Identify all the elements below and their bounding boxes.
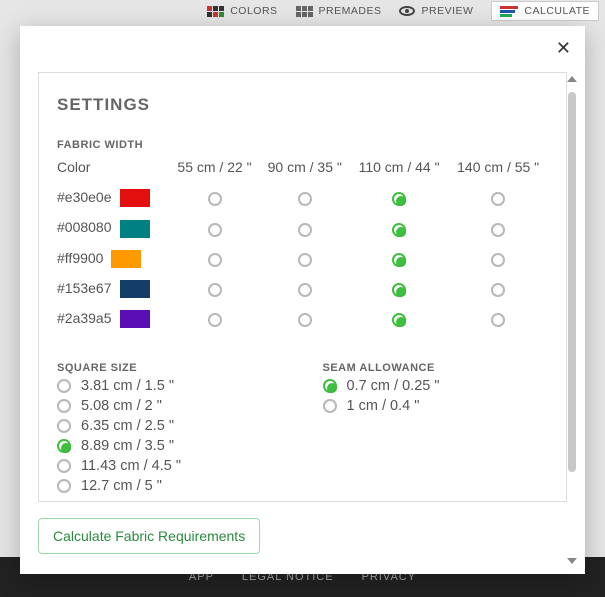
radio-icon bbox=[57, 379, 71, 393]
radio-icon bbox=[323, 379, 337, 393]
fabric-width-radio[interactable] bbox=[298, 253, 312, 267]
square-size-option[interactable]: 11.43 cm / 4.5 " bbox=[57, 458, 283, 474]
radio-icon bbox=[57, 399, 71, 413]
fabric-width-radio[interactable] bbox=[298, 192, 312, 206]
toolbar-colors-label: COLORS bbox=[230, 5, 277, 17]
fabric-width-radio[interactable] bbox=[208, 313, 222, 327]
fabric-width-radio[interactable] bbox=[392, 223, 406, 237]
settings-title: SETTINGS bbox=[57, 95, 548, 115]
square-size-option-label: 12.7 cm / 5 " bbox=[81, 478, 162, 494]
seam-allowance-option-label: 0.7 cm / 0.25 " bbox=[347, 378, 440, 394]
col-header-1: 90 cm / 35 " bbox=[260, 155, 350, 183]
bars-icon bbox=[500, 6, 518, 17]
close-button[interactable]: ✕ bbox=[556, 38, 571, 59]
color-hex-label: #153e67 bbox=[57, 280, 112, 296]
calculate-button-label: Calculate Fabric Requirements bbox=[53, 528, 245, 544]
grid-icon bbox=[296, 6, 313, 17]
fabric-width-radio[interactable] bbox=[208, 192, 222, 206]
fabric-width-table: Color 55 cm / 22 " 90 cm / 35 " 110 cm /… bbox=[57, 155, 548, 334]
radio-icon bbox=[323, 399, 337, 413]
seam-allowance-option-label: 1 cm / 0.4 " bbox=[347, 398, 420, 414]
scrollbar[interactable] bbox=[565, 76, 579, 564]
fabric-width-radio[interactable] bbox=[491, 253, 505, 267]
toolbar-premades[interactable]: PREMADES bbox=[296, 5, 382, 17]
square-size-option[interactable]: 6.35 cm / 2.5 " bbox=[57, 418, 283, 434]
fabric-width-radio[interactable] bbox=[491, 223, 505, 237]
fabric-width-radio[interactable] bbox=[491, 192, 505, 206]
square-size-option-label: 6.35 cm / 2.5 " bbox=[81, 418, 174, 434]
toolbar-colors[interactable]: COLORS bbox=[207, 5, 277, 17]
fabric-width-radio[interactable] bbox=[392, 313, 406, 327]
palette-icon bbox=[207, 6, 224, 17]
fabric-width-radio[interactable] bbox=[208, 253, 222, 267]
col-header-2: 110 cm / 44 " bbox=[350, 155, 448, 183]
toolbar-premades-label: PREMADES bbox=[319, 5, 382, 17]
settings-modal: ✕ SETTINGS FABRIC WIDTH Color 55 cm / 22… bbox=[20, 26, 585, 574]
square-size-option-label: 3.81 cm / 1.5 " bbox=[81, 378, 174, 394]
fabric-width-radio[interactable] bbox=[392, 253, 406, 267]
square-size-option[interactable]: 3.81 cm / 1.5 " bbox=[57, 378, 283, 394]
fabric-width-radio[interactable] bbox=[208, 223, 222, 237]
scroll-up-icon bbox=[567, 76, 577, 82]
fabric-width-radio[interactable] bbox=[298, 313, 312, 327]
col-header-3: 140 cm / 55 " bbox=[448, 155, 548, 183]
col-header-color: Color bbox=[57, 155, 169, 183]
close-icon: ✕ bbox=[556, 38, 571, 58]
fabric-row: #ff9900 bbox=[57, 244, 548, 274]
color-swatch bbox=[120, 310, 150, 328]
seam-allowance-option[interactable]: 0.7 cm / 0.25 " bbox=[323, 378, 549, 394]
color-hex-label: #ff9900 bbox=[57, 250, 103, 266]
settings-panel: SETTINGS FABRIC WIDTH Color 55 cm / 22 "… bbox=[38, 72, 567, 502]
radio-icon bbox=[57, 479, 71, 493]
seam-allowance-option[interactable]: 1 cm / 0.4 " bbox=[323, 398, 549, 414]
fabric-row: #2a39a5 bbox=[57, 304, 548, 334]
color-hex-label: #e30e0e bbox=[57, 189, 112, 205]
fabric-width-radio[interactable] bbox=[491, 283, 505, 297]
fabric-width-label: FABRIC WIDTH bbox=[57, 139, 548, 151]
color-swatch bbox=[120, 280, 150, 298]
toolbar-calculate-label: CALCULATE bbox=[524, 5, 590, 17]
fabric-row: #008080 bbox=[57, 213, 548, 243]
fabric-width-radio[interactable] bbox=[392, 283, 406, 297]
square-size-option-label: 11.43 cm / 4.5 " bbox=[81, 458, 181, 474]
scroll-down-icon bbox=[567, 558, 577, 564]
radio-icon bbox=[57, 439, 71, 453]
square-size-option[interactable]: 12.7 cm / 5 " bbox=[57, 478, 283, 494]
seam-allowance-label: SEAM ALLOWANCE bbox=[323, 362, 549, 374]
color-hex-label: #008080 bbox=[57, 219, 112, 235]
fabric-width-radio[interactable] bbox=[208, 283, 222, 297]
fabric-row: #e30e0e bbox=[57, 183, 548, 213]
square-size-option-label: 5.08 cm / 2 " bbox=[81, 398, 162, 414]
square-size-option-label: 8.89 cm / 3.5 " bbox=[81, 438, 174, 454]
color-swatch bbox=[120, 220, 150, 238]
top-toolbar: COLORS PREMADES PREVIEW CALCULATE bbox=[0, 0, 605, 22]
fabric-row: #153e67 bbox=[57, 274, 548, 304]
calculate-button[interactable]: Calculate Fabric Requirements bbox=[38, 518, 260, 554]
fabric-width-radio[interactable] bbox=[298, 223, 312, 237]
square-size-option[interactable]: 5.08 cm / 2 " bbox=[57, 398, 283, 414]
radio-icon bbox=[57, 459, 71, 473]
scroll-thumb[interactable] bbox=[568, 92, 576, 472]
toolbar-calculate[interactable]: CALCULATE bbox=[491, 1, 599, 21]
color-hex-label: #2a39a5 bbox=[57, 310, 112, 326]
fabric-width-radio[interactable] bbox=[491, 313, 505, 327]
toolbar-preview[interactable]: PREVIEW bbox=[399, 5, 473, 17]
radio-icon bbox=[57, 419, 71, 433]
col-header-0: 55 cm / 22 " bbox=[169, 155, 259, 183]
fabric-width-radio[interactable] bbox=[298, 283, 312, 297]
square-size-label: SQUARE SIZE bbox=[57, 362, 283, 374]
fabric-width-radio[interactable] bbox=[392, 192, 406, 206]
color-swatch bbox=[120, 189, 150, 207]
eye-icon bbox=[399, 6, 415, 16]
toolbar-preview-label: PREVIEW bbox=[421, 5, 473, 17]
square-size-option[interactable]: 8.89 cm / 3.5 " bbox=[57, 438, 283, 454]
color-swatch bbox=[111, 250, 141, 268]
